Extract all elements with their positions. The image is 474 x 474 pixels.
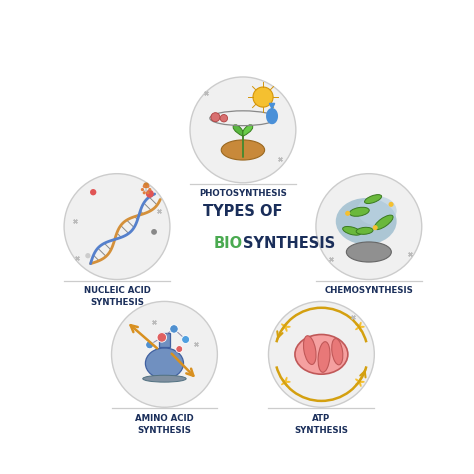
Ellipse shape [355, 379, 360, 382]
Circle shape [284, 380, 287, 383]
Circle shape [146, 191, 150, 194]
Circle shape [253, 87, 273, 107]
Circle shape [316, 173, 422, 280]
Circle shape [284, 325, 287, 328]
Polygon shape [269, 103, 274, 109]
Ellipse shape [281, 323, 285, 327]
Polygon shape [267, 109, 277, 124]
Ellipse shape [356, 228, 373, 234]
Ellipse shape [355, 327, 360, 330]
Ellipse shape [332, 338, 343, 365]
Text: PHOTOSYNTHESIS: PHOTOSYNTHESIS [199, 190, 287, 198]
Circle shape [148, 188, 151, 191]
FancyBboxPatch shape [159, 333, 170, 347]
Ellipse shape [285, 322, 288, 327]
Circle shape [190, 77, 296, 183]
Ellipse shape [374, 215, 393, 229]
Ellipse shape [365, 195, 382, 203]
Circle shape [143, 191, 146, 194]
Ellipse shape [359, 377, 362, 382]
Circle shape [143, 182, 149, 188]
Ellipse shape [285, 326, 291, 328]
Ellipse shape [143, 375, 186, 382]
Ellipse shape [359, 322, 362, 327]
Ellipse shape [357, 196, 397, 225]
Text: TYPES OF: TYPES OF [203, 204, 283, 219]
Circle shape [111, 301, 218, 407]
Circle shape [358, 380, 361, 383]
Circle shape [146, 185, 150, 188]
Circle shape [151, 229, 157, 235]
Ellipse shape [359, 327, 362, 332]
Ellipse shape [355, 323, 360, 327]
Circle shape [220, 115, 228, 122]
Ellipse shape [303, 336, 316, 365]
PathPatch shape [233, 125, 243, 136]
Circle shape [268, 301, 374, 407]
Ellipse shape [221, 140, 264, 160]
Ellipse shape [336, 198, 397, 245]
Ellipse shape [359, 381, 365, 383]
Text: NUCLEIC ACID
SYNTHESIS: NUCLEIC ACID SYNTHESIS [83, 286, 150, 307]
Ellipse shape [318, 342, 330, 372]
Ellipse shape [285, 381, 291, 383]
Ellipse shape [359, 382, 362, 387]
Circle shape [389, 202, 393, 207]
Circle shape [373, 225, 378, 230]
Ellipse shape [355, 382, 360, 385]
Circle shape [211, 113, 220, 122]
Circle shape [176, 346, 182, 353]
Ellipse shape [343, 227, 361, 235]
Circle shape [358, 325, 361, 328]
Ellipse shape [349, 207, 369, 216]
Circle shape [90, 189, 96, 195]
Text: AMINO ACID
SYNTHESIS: AMINO ACID SYNTHESIS [135, 414, 194, 435]
Circle shape [146, 341, 154, 349]
Text: ATP
SYNTHESIS: ATP SYNTHESIS [294, 414, 348, 435]
Ellipse shape [285, 377, 288, 382]
Ellipse shape [295, 335, 348, 374]
Text: SYNTHESIS: SYNTHESIS [243, 236, 335, 251]
Circle shape [141, 188, 144, 191]
Ellipse shape [285, 327, 288, 332]
Circle shape [146, 190, 154, 198]
Ellipse shape [359, 326, 365, 328]
Circle shape [170, 325, 178, 333]
Circle shape [143, 185, 146, 188]
Circle shape [64, 173, 170, 280]
Text: BIO: BIO [214, 236, 243, 251]
Circle shape [85, 253, 91, 258]
Ellipse shape [285, 382, 288, 387]
Text: CHEMOSYNTHESIS: CHEMOSYNTHESIS [324, 286, 413, 295]
Ellipse shape [281, 327, 285, 330]
Circle shape [182, 336, 190, 344]
Circle shape [157, 333, 166, 342]
Ellipse shape [281, 379, 285, 382]
Ellipse shape [281, 382, 285, 385]
Ellipse shape [346, 242, 392, 262]
Ellipse shape [146, 348, 183, 379]
Circle shape [345, 211, 350, 216]
PathPatch shape [243, 125, 253, 136]
